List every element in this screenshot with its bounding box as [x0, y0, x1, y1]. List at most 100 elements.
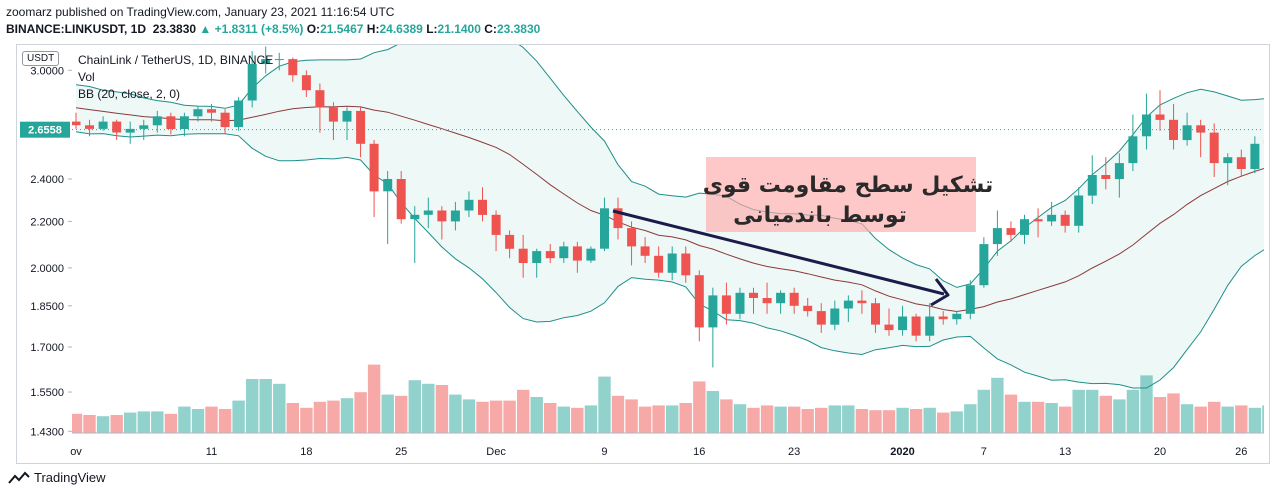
candle-body — [965, 285, 975, 314]
volume-bar — [1004, 394, 1018, 433]
trend-arrow-line — [612, 209, 945, 296]
candle-body — [992, 228, 1002, 245]
candle-body — [152, 116, 162, 126]
y-tick-label: 1.7000 — [30, 342, 64, 354]
candle-body — [762, 298, 772, 304]
volume-bar — [327, 400, 340, 433]
volume-bar — [1099, 395, 1112, 433]
volume-bar — [151, 411, 164, 433]
volume-bar — [300, 407, 313, 433]
candle-body — [72, 121, 81, 126]
volume-bar — [1059, 406, 1072, 433]
volume-bar — [273, 383, 286, 433]
y-tick-label: 2.0000 — [30, 263, 64, 275]
volume-bar — [1208, 401, 1221, 433]
candle-body — [871, 303, 880, 325]
candle-body — [586, 248, 596, 261]
candle-body — [1074, 195, 1084, 226]
tradingview-footer[interactable]: TradingView — [8, 470, 106, 485]
volume-bar — [964, 404, 977, 433]
volume-bar — [557, 406, 570, 433]
volume-bar — [435, 385, 449, 433]
candle-body — [505, 234, 515, 249]
candle-body — [1033, 219, 1043, 222]
bb-lower-line — [75, 131, 1264, 389]
x-tick-label: 25 — [395, 446, 407, 458]
last-price-tag — [20, 121, 70, 138]
candle-body — [721, 295, 731, 314]
volume-bar — [530, 397, 543, 433]
candle-body — [478, 199, 487, 215]
y-tick-label: 1.5500 — [30, 387, 64, 399]
candle-body — [247, 63, 257, 101]
annotation-line2: توسط باندمیانی — [733, 203, 907, 228]
x-tick-label: 13 — [1059, 446, 1071, 458]
x-tick-label: 2020 — [890, 446, 914, 458]
volume-bar — [747, 407, 760, 433]
volume-bar — [679, 403, 692, 433]
candle-body — [288, 59, 298, 76]
volume-bar — [1221, 406, 1234, 433]
x-tick-label: 26 — [1235, 446, 1247, 458]
candle-body — [708, 295, 718, 328]
legend-bb: BB (20, close, 2, 0) — [78, 87, 181, 101]
volume-bar — [937, 412, 950, 433]
candle-body — [1223, 157, 1233, 164]
volume-bar — [544, 403, 557, 433]
candle-body — [681, 253, 691, 276]
candle-body — [369, 143, 379, 192]
last-price-label: 2.6558 — [28, 125, 62, 137]
volume-bar — [788, 406, 801, 433]
y-tick-label: 1.4300 — [30, 426, 64, 438]
candle-body — [383, 179, 393, 192]
currency-button[interactable]: USDT — [22, 51, 60, 66]
volume-bar — [1031, 401, 1045, 433]
annotation-box — [706, 157, 976, 232]
legend-title: ChainLink / TetherUS, 1D, BINANCE — [78, 53, 274, 67]
candle-body — [1236, 157, 1246, 169]
volume-bar — [828, 405, 841, 433]
volume-bar — [801, 409, 814, 433]
symbol-ohlc-line: BINANCE:LINKUSDT, 1D 23.3830 ▲ +1.8311 (… — [6, 21, 540, 38]
candle-body — [220, 112, 230, 128]
volume-bar — [381, 394, 394, 433]
volume-bar — [137, 411, 150, 433]
x-tick-label: 7 — [981, 446, 987, 458]
candle-body — [532, 251, 542, 263]
candle-body — [1006, 228, 1016, 235]
volume-bar — [598, 376, 611, 433]
trend-arrow-head — [930, 278, 950, 307]
volume-bar — [178, 406, 191, 433]
volume-bar — [96, 416, 110, 433]
volume-bar — [584, 405, 598, 433]
x-tick-label: 11 — [206, 446, 217, 458]
volume-bar — [191, 409, 205, 433]
volume-bar — [1126, 389, 1140, 433]
volume-bar — [774, 406, 787, 433]
volume-bar — [815, 407, 828, 433]
candle-body — [952, 313, 962, 320]
volume-bar — [449, 394, 462, 433]
candle-body — [1250, 143, 1260, 169]
candle-body — [301, 75, 311, 91]
volume-bar — [313, 401, 327, 433]
candle-body — [179, 116, 189, 129]
volume-bar — [489, 400, 503, 433]
x-tick-label: 9 — [601, 446, 607, 458]
volume-bar — [991, 377, 1004, 433]
chart-panel[interactable] — [16, 44, 1270, 464]
candle-body — [396, 179, 406, 220]
high-value: 24.6389 — [379, 22, 423, 36]
candle-body — [600, 208, 609, 249]
volume-bar — [246, 379, 259, 433]
volume-bar — [110, 415, 123, 433]
volume-bar — [164, 413, 178, 433]
volume-bar — [124, 412, 137, 433]
low-value: 21.1400 — [437, 22, 481, 36]
close-label: C: — [484, 22, 497, 36]
volume-bar — [259, 379, 272, 433]
candle-body — [979, 244, 989, 286]
volume-bar — [625, 399, 638, 433]
volume-bar — [1045, 403, 1058, 433]
